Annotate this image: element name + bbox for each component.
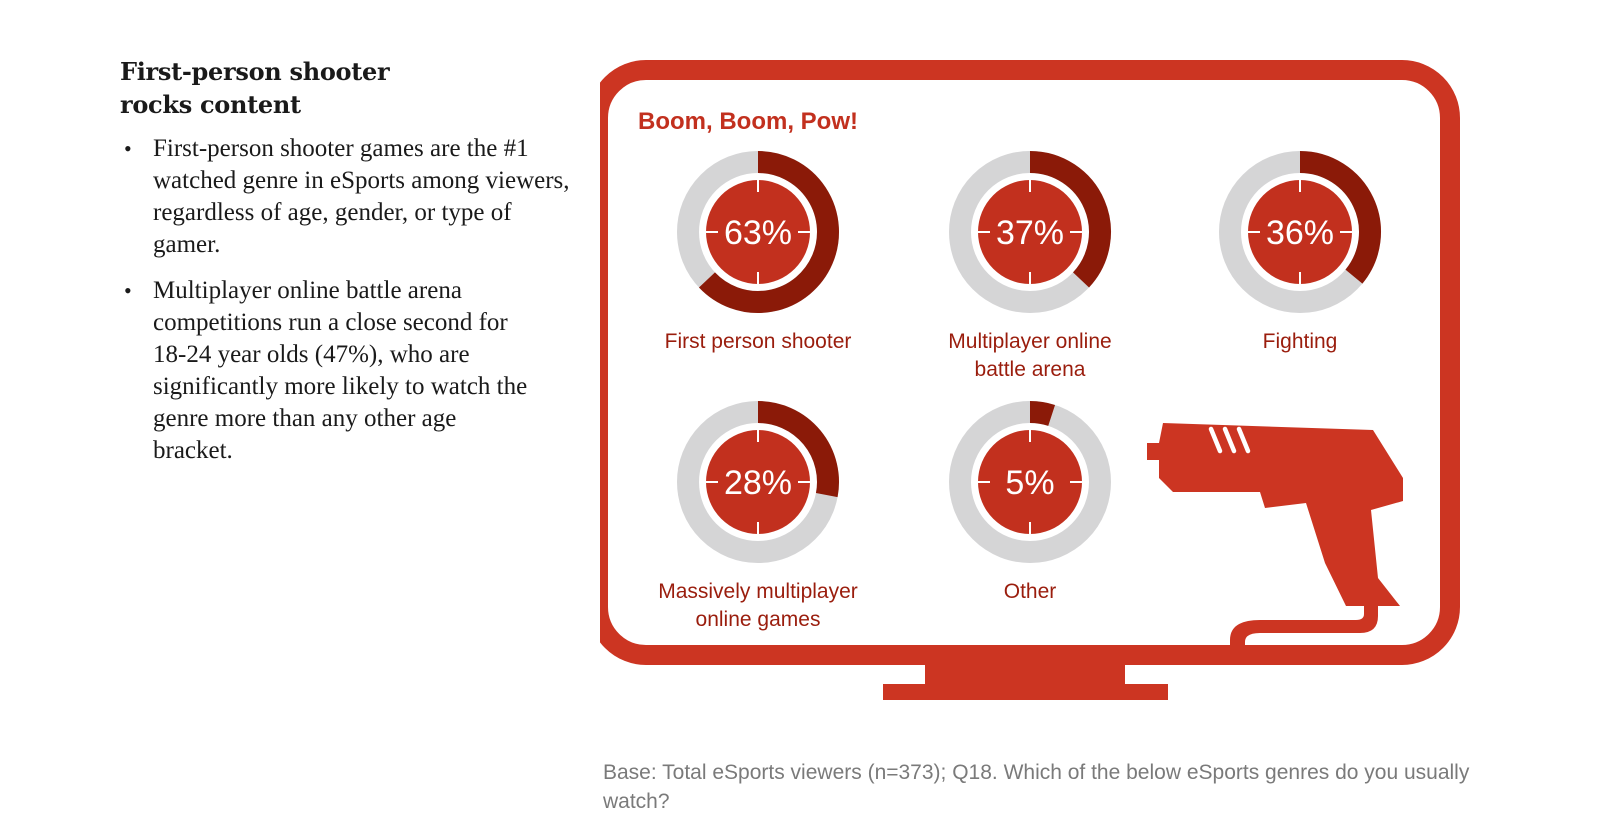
donut-value-arc (757, 401, 839, 498)
donut-value-label: 63% (724, 214, 792, 252)
donut-ticks (975, 427, 1085, 537)
section-heading: First-person shooter rocks content (120, 55, 440, 121)
value-label-bg (727, 464, 789, 498)
donut-value-label: 37% (996, 214, 1064, 252)
donut-category-label: Massively multiplayer (658, 580, 858, 603)
donut-category-label: battle arena (975, 358, 1086, 381)
tv-stand (883, 684, 1168, 700)
gun-vents (1208, 426, 1251, 454)
bullet-text: First-person shooter games are the #1 wa… (153, 135, 570, 258)
value-label-bg (999, 214, 1061, 248)
value-label-bg (1269, 214, 1331, 248)
value-label-bg (1008, 464, 1052, 498)
donut-category-label: online games (696, 608, 821, 631)
donut-chart: 28% Massively multiplayer online games (658, 401, 858, 631)
text-panel: First-person shooter rocks content • Fir… (120, 55, 580, 481)
donut-charts: 63% First person shooter 37% Multiplayer on… (658, 151, 1381, 631)
donut-ticks (703, 177, 813, 287)
donut-chart: 37% Multiplayer online battle arena (948, 151, 1112, 381)
heading-line-2: rocks content (120, 90, 301, 119)
bullet-text: Multiplayer online battle arena competit… (153, 277, 528, 464)
ray-gun-icon (1147, 423, 1403, 650)
chart-svg: Boom, Boom, Pow! 63% First person shooter… (588, 60, 1460, 700)
gun-vent (1208, 426, 1223, 454)
gun-vent (1222, 426, 1237, 454)
chart-title: Boom, Boom, Pow! (638, 108, 858, 135)
bullet-dot: • (124, 136, 132, 161)
donut-value-arc (1029, 401, 1056, 427)
donut-ticks (703, 427, 813, 537)
donut-value-label: 5% (1005, 464, 1054, 502)
donut-value-label: 36% (1266, 214, 1334, 252)
chart-panel: Boom, Boom, Pow! 63% First person shooter… (588, 58, 1520, 758)
value-label-bg (727, 214, 789, 248)
donut-chart: 63% First person shooter (665, 151, 852, 353)
donut-category-label: First person shooter (665, 330, 852, 353)
donut-chart: 5% Other (949, 401, 1111, 603)
bullet-dot: • (124, 278, 132, 303)
bullet-list: • First-person shooter games are the #1 … (120, 133, 580, 467)
donut-category-label: Fighting (1263, 330, 1338, 353)
donut-category-label: Other (1004, 580, 1057, 603)
donut-value-arc (1029, 151, 1111, 288)
donut-chart: 36% Fighting (1219, 151, 1381, 353)
donut-ticks (1245, 177, 1355, 287)
donut-ticks (975, 177, 1085, 287)
heading-line-1: First-person shooter (120, 57, 390, 86)
gun-cord (1230, 606, 1378, 650)
gun-vent (1236, 426, 1251, 454)
bullet-item: • First-person shooter games are the #1 … (120, 133, 573, 261)
gun-body (1147, 423, 1403, 606)
footnote: Base: Total eSports viewers (n=373); Q18… (603, 761, 1470, 813)
bullet-item: • Multiplayer online battle arena compet… (120, 275, 533, 467)
donut-category-label: Multiplayer online (948, 330, 1111, 353)
gun-trigger-guard (1240, 510, 1293, 540)
donut-value-arc (1299, 151, 1381, 284)
donut-value-arc (698, 151, 839, 313)
donut-value-label: 28% (724, 464, 792, 502)
